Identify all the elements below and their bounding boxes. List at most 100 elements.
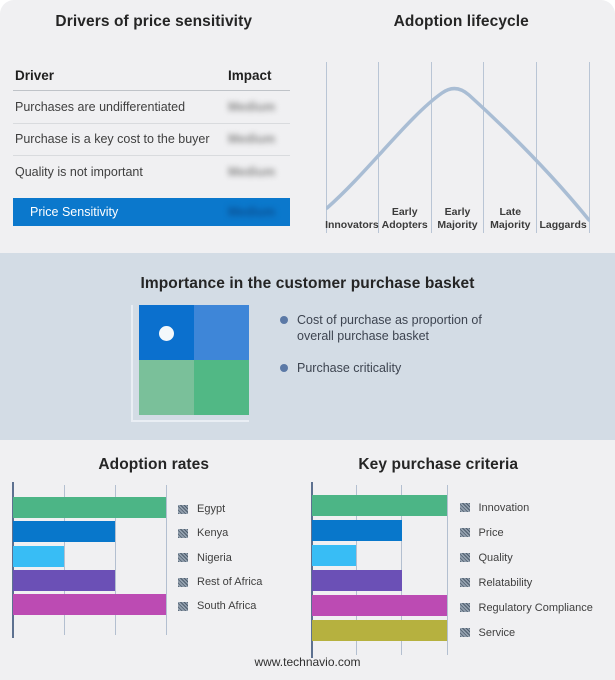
quadrant-bottom-right [194,360,249,415]
legend-item: Regulatory Compliance [459,595,593,620]
bars-container [13,485,166,616]
driver-cell: Purchase is a key cost to the buyer [15,132,210,147]
table-row: Purchases are undifferentiated Medium [13,91,290,124]
stage-label: Laggards [539,218,587,231]
legend-swatch-icon [459,578,470,587]
website-url: www.technavio.com [254,655,361,669]
legend-item: Kenya [178,521,262,545]
gridline [63,485,65,635]
quadrant-top-left [139,305,194,360]
highlight-driver-label: Price Sensitivity [30,204,119,219]
legend-item: Relatability [459,570,593,595]
legend-label: Price [478,526,504,539]
bars-container [311,485,447,641]
legend-swatch-icon [459,528,470,537]
bar [311,520,402,541]
legend-swatch-icon [178,577,188,587]
bar [13,569,116,591]
quadrant-top-right [194,305,249,360]
impact-cell: Medium [228,99,276,114]
stage-divider [588,62,590,233]
bell-curve-icon [325,86,590,222]
adoption-rates-title: Adoption rates [98,456,210,473]
stage-label: Early Adopters [381,206,428,231]
gridline [166,485,167,635]
bar [13,497,166,518]
lifecycle-title: Adoption lifecycle [393,13,529,30]
drivers-title: Drivers of price sensitivity [55,13,253,30]
legend-swatch-icon [459,628,470,637]
stage-divider [378,62,380,233]
basket-title: Importance in the customer purchase bask… [140,275,475,292]
drivers-table: Driver Impact Purchases are undifferenti… [13,66,290,226]
quadrant-chart [131,305,249,422]
legend-label: Quality [478,551,513,564]
legend-item: Price [459,520,593,545]
gridline [446,485,448,655]
adoption-rates-plot [12,482,167,638]
legend-item: Service [459,620,593,645]
legend-label: Regulatory Compliance [478,601,593,614]
basket-bullets: Cost of purchase as proportion of overal… [280,312,510,392]
legend-label: Kenya [197,527,229,540]
table-row: Quality is not important Medium [13,156,290,189]
stage-divider [483,62,485,233]
bar [13,545,64,567]
table-row: Purchase is a key cost to the buyer Mediu… [13,124,290,156]
stage-divider [535,62,537,233]
legend-swatch-icon [178,504,188,514]
legend-label: South Africa [197,600,257,613]
stage-label: Late Majority [490,206,531,231]
purchase-basket-section: Importance in the customer purchase bask… [0,253,615,440]
legend-swatch-icon [459,603,470,612]
bar [311,495,447,516]
top-section: Drivers of price sensitivity Driver Impa… [0,0,615,253]
lifecycle-panel: Adoption lifecycle Innovators Early Adopt… [308,0,615,253]
key-criteria-plot [310,482,448,658]
drivers-table-body: Purchases are undifferentiated Medium Purc… [13,91,290,189]
stage-divider [325,62,327,233]
legend-label: Rest of Africa [197,576,263,589]
bar [311,545,357,566]
bar [13,594,166,616]
quadrant-bottom-left [139,360,194,415]
legend-label: Relatability [478,576,533,589]
stage-divider [430,62,432,233]
price-sensitivity-row: Price Sensitivity Medium [13,197,290,226]
key-criteria-title: Key purchase criteria [358,456,519,473]
bar [13,521,116,543]
highlight-impact-value: Medium [228,204,276,219]
legend-label: Innovation [478,501,530,514]
legend-label: Egypt [197,503,226,516]
impact-cell: Medium [228,132,276,147]
bullet-item: Cost of purchase as proportion of overal… [280,312,510,344]
drivers-panel: Drivers of price sensitivity Driver Impa… [0,0,308,253]
bell-curve-path [325,86,590,222]
legend-swatch-icon [459,553,470,562]
drivers-table-header: Driver Impact [13,66,290,91]
legend-label: Nigeria [197,551,232,564]
legend-item: Nigeria [178,546,262,570]
driver-cell: Purchases are undifferentiated [15,99,186,114]
stage-label: Innovators [325,218,379,231]
quadrant-grid [139,305,249,415]
position-dot-icon [159,326,174,341]
stage-label: Early Majority [437,206,478,231]
key-criteria-legend: Innovation Price Quality Relatability Regula… [459,495,593,645]
bar [311,620,447,641]
bullet-item: Purchase criticality [280,360,510,376]
gridline [114,485,116,635]
legend-item: Innovation [459,495,593,520]
column-header-impact: Impact [228,68,272,83]
legend-swatch-icon [178,553,188,563]
legend-swatch-icon [178,601,188,611]
legend-item: Quality [459,545,593,570]
legend-item: South Africa [178,594,262,618]
lifecycle-stage-labels: Innovators Early Adopters Early Majority La… [325,205,590,231]
impact-cell: Medium [228,165,276,180]
column-header-driver: Driver [15,68,55,83]
bar [311,595,447,616]
adoption-rates-chart: Adoption rates Egypt Kenya Nigeria Rest of … [0,440,308,680]
legend-item: Rest of Africa [178,570,262,594]
